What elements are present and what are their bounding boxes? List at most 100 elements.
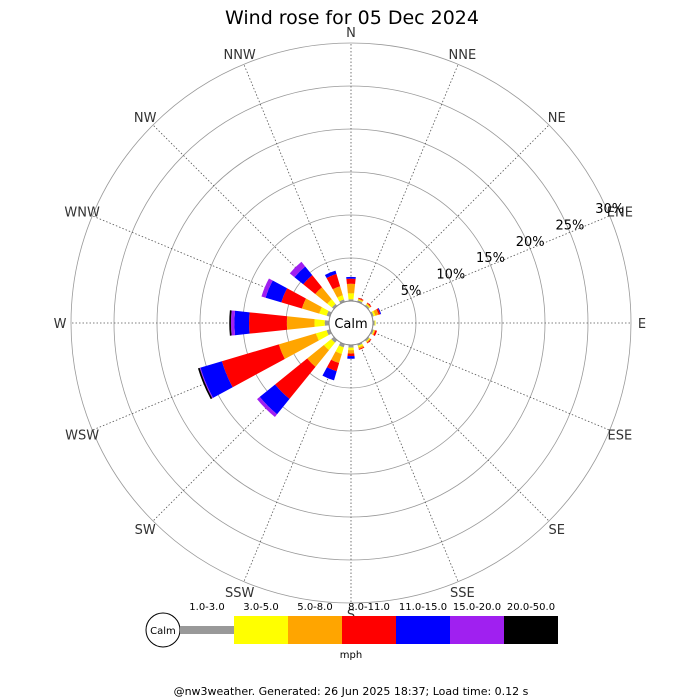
- bar-sw-bin-2: [307, 344, 330, 367]
- bar-n-bin-3: [346, 278, 356, 285]
- direction-label-wsw: WSW: [65, 428, 99, 443]
- bar-nw-bin-4: [294, 266, 313, 285]
- bar-ssw-bin-3: [326, 359, 340, 372]
- bar-n-bin-4: [346, 276, 356, 279]
- legend-bin-label-3: 8.0-11.0: [348, 602, 390, 613]
- legend-calm-label: Calm: [150, 626, 176, 637]
- direction-label-ene: ENE: [607, 206, 633, 221]
- ring-label-5: 5%: [401, 284, 422, 299]
- bar-w-bin-5: [230, 310, 236, 336]
- bar-ene-bin-3: [376, 308, 381, 315]
- bar-nne-bin-1: [357, 299, 363, 303]
- bar-ese-bin-2: [372, 329, 376, 336]
- calm-center: Calm: [328, 300, 374, 346]
- direction-label-sw: SW: [135, 523, 156, 538]
- bar-ene-bin-4: [377, 307, 382, 315]
- bar-ese-bin-3: [373, 330, 378, 336]
- legend-swatch-0: [180, 626, 234, 634]
- wind-rose-bars: [197, 261, 382, 417]
- legend-swatch-1: [234, 616, 288, 644]
- direction-label-n: N: [346, 26, 356, 41]
- bar-sw-bin-3: [275, 358, 316, 399]
- spoke-sse: [359, 343, 459, 582]
- grid-ring-30: [70, 42, 632, 604]
- bar-ene-bin-0: [370, 311, 374, 317]
- legend-bin-label-6: 20.0-50.0: [507, 602, 555, 613]
- bar-wnw-bin-3: [281, 288, 306, 309]
- bar-nw-bin-1: [327, 299, 336, 308]
- direction-label-w: W: [54, 317, 67, 332]
- bar-wsw-bin-4: [200, 361, 233, 398]
- bar-sse-bin-3: [358, 346, 365, 350]
- legend-bin-label-0: 1.0-3.0: [189, 602, 224, 613]
- bar-ene-bin-1: [371, 310, 376, 317]
- direction-label-wnw: WNW: [64, 206, 100, 221]
- bar-wsw-bin-6: [197, 367, 213, 400]
- bar-nne-bin-2: [357, 298, 364, 302]
- ring-label-25: 25%: [556, 218, 585, 233]
- bar-n-bin-1: [347, 293, 355, 300]
- bar-sw-bin-4: [259, 384, 290, 415]
- bar-w-bin-6: [229, 310, 232, 336]
- direction-label-s: S: [347, 608, 355, 623]
- bar-ssw-bin-4: [322, 367, 337, 381]
- direction-label-nw: NW: [134, 111, 157, 126]
- bar-nnw-bin-0: [339, 299, 345, 304]
- bar-wnw-bin-2: [301, 298, 322, 314]
- chart-title: Wind rose for 05 Dec 2024: [225, 7, 479, 29]
- bar-w-bin-4: [234, 310, 250, 336]
- footer-text: @nw3weather. Generated: 26 Jun 2025 18:3…: [174, 685, 529, 698]
- legend-bin-label-5: 15.0-20.0: [453, 602, 501, 613]
- legend-bin-label-2: 5.0-8.0: [297, 602, 332, 613]
- spoke-ene: [371, 215, 610, 315]
- direction-label-sse: SSE: [450, 586, 475, 601]
- bar-ne-bin-3: [367, 302, 372, 307]
- bar-w-bin-1: [314, 319, 325, 327]
- bar-e-bin-1: [374, 320, 376, 326]
- bar-sw-bin-0: [331, 336, 338, 343]
- direction-label-ese: ESE: [608, 428, 633, 443]
- grid-ring-15: [199, 171, 503, 475]
- bar-ssw-bin-1: [335, 345, 344, 354]
- direction-label-nne: NNE: [449, 48, 477, 63]
- bar-ssw-bin-0: [338, 342, 345, 348]
- direction-label-nnw: NNW: [223, 48, 255, 63]
- bar-sse-bin-1: [357, 343, 364, 348]
- bar-s-bin-2: [347, 350, 355, 354]
- legend-swatch-3: [342, 616, 396, 644]
- legend-swatch-6: [504, 616, 558, 644]
- direction-label-ne: NE: [548, 111, 566, 126]
- spoke-nne: [359, 64, 459, 303]
- bar-nw-bin-5: [289, 261, 306, 278]
- bar-s-bin-4: [347, 355, 355, 359]
- bar-nne-bin-0: [357, 300, 363, 304]
- legend-unit-label: mph: [340, 650, 362, 661]
- bar-se-bin-2: [366, 338, 371, 343]
- bar-s-bin-0: [348, 344, 354, 348]
- speed-legend: Calm 1.0-3.0 3.0-5.0 5.0-8.0 8.0-11.0 11.0-1…: [145, 602, 558, 661]
- bar-se-bin-3: [367, 339, 372, 344]
- bar-n-bin-2: [346, 283, 356, 294]
- ring-label-15: 15%: [476, 251, 505, 266]
- bar-nne-bin-3: [358, 297, 364, 301]
- spoke-se: [366, 338, 550, 522]
- bar-w-bin-0: [324, 320, 330, 326]
- legend-swatch-5: [450, 616, 504, 644]
- polar-grid: [70, 42, 632, 604]
- bar-ese-bin-1: [371, 329, 375, 335]
- bar-sse-bin-0: [357, 342, 363, 346]
- bar-se-bin-0: [364, 336, 370, 342]
- ring-label-30: 30%: [595, 202, 624, 217]
- bar-se-bin-1: [365, 337, 371, 343]
- bar-sw-bin-1: [323, 339, 335, 351]
- spoke-ssw: [243, 343, 343, 582]
- bar-wsw-bin-0: [326, 329, 332, 336]
- spoke-ese: [371, 331, 610, 431]
- bar-nnw-bin-3: [326, 273, 341, 290]
- legend-bin-label-4: 11.0-15.0: [399, 602, 447, 613]
- bar-ne-bin-0: [364, 304, 370, 310]
- legend-swatch-2: [288, 616, 342, 644]
- bar-ne-bin-2: [366, 303, 371, 308]
- bar-s-bin-3: [347, 353, 355, 357]
